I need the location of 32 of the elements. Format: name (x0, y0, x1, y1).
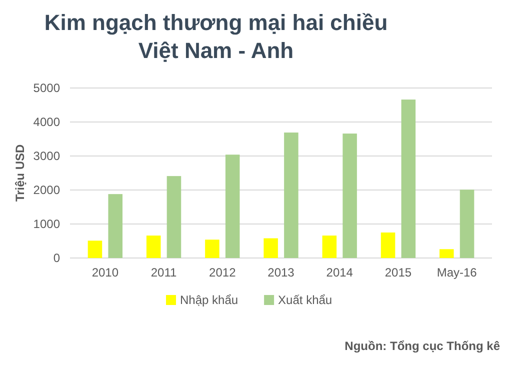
x-tick-label: 2010 (92, 266, 119, 280)
bar (146, 236, 161, 258)
x-tick-label: 2013 (268, 266, 295, 280)
x-tick-label: 2014 (326, 266, 354, 280)
bar (225, 154, 240, 258)
legend-label: Nhập khẩu (180, 293, 238, 307)
y-tick-label: 2000 (33, 182, 60, 197)
bar (88, 240, 102, 258)
text: Nguồn: Tổng cục Thống kê (344, 339, 500, 353)
chart-title: Kim ngạch thương mại hai chiều Việt Nam - Anh (44, 10, 388, 63)
x-tick-label: 2011 (150, 266, 177, 280)
x-tick-label: 2012 (209, 266, 236, 280)
y-tick-label: 1000 (33, 216, 60, 231)
bar (322, 236, 337, 258)
x-tick-label: 2015 (384, 266, 412, 280)
x-tick-label: May-16 (436, 266, 478, 280)
bar (380, 232, 396, 258)
legend-label: Xuất khẩu (278, 293, 332, 307)
bar (284, 132, 298, 258)
y-tick-label: 4000 (33, 114, 60, 129)
bar (205, 240, 220, 258)
bar (342, 134, 357, 258)
y-axis-title: Triệu USD (13, 144, 27, 202)
bar (460, 190, 474, 258)
bar (108, 194, 122, 258)
bar (264, 238, 278, 258)
bar (440, 249, 454, 258)
bar (401, 100, 416, 258)
y-tick-label: 5000 (33, 80, 60, 95)
bar (166, 176, 182, 258)
y-tick-label: 0 (53, 250, 60, 265)
y-tick-label: 3000 (33, 148, 60, 163)
